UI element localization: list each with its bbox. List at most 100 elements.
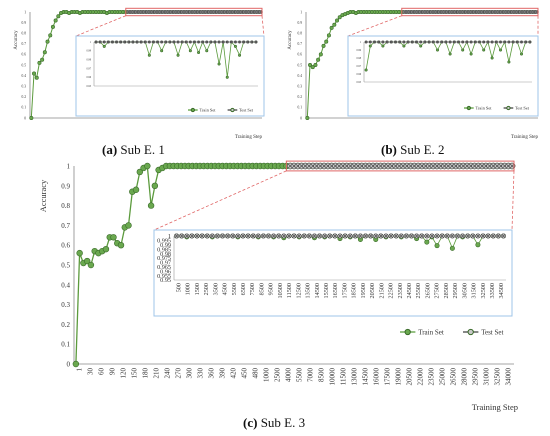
chart-a-inset-test-point-cross	[209, 40, 212, 44]
caption-c-letter: (c)	[243, 415, 258, 430]
chart-b-inset-y-tick-label: 0.97	[356, 65, 361, 68]
chart-c-inset-y-tick-label: 0.99	[160, 242, 171, 249]
chart-a-inset-test-point-cross	[242, 40, 245, 44]
chart-c-inset-test-point-cross	[266, 234, 271, 238]
chart-b-test-point-cross	[524, 10, 528, 14]
chart-a-legend-label: Train Set	[199, 108, 216, 113]
chart-c-inset-test-point-cross	[179, 234, 184, 238]
chart-b-legend-marker	[466, 105, 472, 111]
chart-a-test-point-cross	[153, 10, 157, 14]
chart-a-inset-y-tick-label: 0.98	[86, 59, 91, 62]
chart-a-inset-train-point	[160, 49, 164, 53]
chart-b-test-point-cross	[486, 10, 490, 14]
chart-b-inset-test-point-cross	[511, 40, 515, 44]
chart-a-test-point-cross	[175, 10, 179, 14]
chart-c-inset-test-point-cross	[409, 234, 414, 238]
chart-b-inset-y-tick-label: 0.99	[356, 49, 361, 52]
chart-c-inset-x-tick-label: 28500	[443, 283, 450, 298]
chart-c-inset-test-point-cross	[353, 234, 358, 238]
chart-b-inset-test-point-cross	[528, 40, 532, 44]
chart-c-x-tick-label: 1	[76, 368, 84, 372]
chart-a-test-point-cross	[226, 10, 230, 14]
chart-b-inset-test-point-cross	[486, 40, 490, 44]
chart-a-legend-marker	[230, 107, 235, 113]
chart-a-test-point-cross	[218, 10, 222, 14]
chart-a-test-point-cross	[213, 10, 217, 14]
chart-b-test-point-cross	[505, 10, 509, 14]
chart-c-inset-test-point-cross	[174, 234, 179, 238]
chart-a-inset-test-point-cross	[119, 40, 122, 44]
chart-b-train-point	[329, 25, 334, 30]
chart-b-test-point-cross	[411, 10, 415, 14]
chart-b-inset-test-point-cross	[381, 40, 385, 44]
chart-c-inset-x-tick-label: 32500	[480, 283, 487, 298]
chart-c-inset-x-tick-label: 2500	[203, 283, 210, 295]
chart-c-x-tick-label: 11500	[340, 368, 348, 386]
chart-c-inset-test-point-cross	[501, 234, 506, 238]
chart-b-legend: Train Set Test Set	[464, 106, 530, 111]
chart-a-inset-test-point-cross	[234, 40, 237, 44]
chart-c-train-point	[151, 182, 159, 189]
chart-c-inset-x-tick-label: 15500	[323, 283, 330, 298]
chart-c-inset-y-tick-label: 1	[168, 233, 171, 240]
chart-a-test-point-cross	[129, 10, 133, 14]
chart-a-inset-train-point	[205, 49, 209, 53]
chart-a-y-axis-label: Accuracy	[14, 30, 19, 50]
chart-b-test-point-cross	[405, 10, 409, 14]
chart-b-y-tick-label: 0.6	[298, 53, 303, 57]
chart-b-test-point-cross	[429, 10, 433, 14]
chart-a-test-point-cross	[234, 10, 238, 14]
chart-c-inset-test-point-cross	[496, 234, 501, 238]
chart-c-svg: 00.10.20.30.40.50.60.70.80.911 30 60 90 120 1…	[38, 160, 518, 412]
chart-a-test-point-cross	[253, 10, 257, 14]
chart-b-inset-test-point-cross	[432, 40, 435, 44]
chart-b-train-point	[332, 22, 337, 27]
chart-b-inset-test-point-cross	[507, 40, 511, 44]
chart-b-test-point-cross	[494, 10, 498, 14]
chart-c-y-tick-label: 0.7	[61, 222, 70, 230]
chart-b-test-point-cross	[446, 10, 450, 14]
chart-c-zoom-connector	[511, 170, 515, 231]
chart-c-inset-test-point-cross	[281, 234, 286, 238]
chart-c-train-point	[83, 257, 91, 265]
chart-c-legend: Train Set Test Set	[400, 328, 504, 336]
chart-b-train-point	[337, 15, 342, 20]
chart-a-svg: 0 0.1 0.2 0.3 0.4 0.5 0.6 0.7 0.8 0.9 1 Accuracy Tra…	[14, 7, 265, 140]
chart-a-test-point-cross	[183, 10, 187, 14]
chart-b-inset-test-point-cross	[406, 40, 410, 44]
chart-a-inset-test-point-cross	[185, 40, 188, 44]
chart-a-inset-test-point-cross	[201, 40, 204, 44]
chart-a-inset-train-point	[238, 53, 242, 57]
chart-c-inset-test-point-cross	[486, 234, 490, 238]
chart-b-inset-train-point	[419, 44, 423, 48]
chart-b-zoom-connector	[347, 15, 402, 37]
chart-c-inset-test-point-cross	[476, 234, 480, 238]
chart-a-inset-test-point-cross	[140, 40, 143, 44]
chart-c-y-tick-label: 0.1	[61, 341, 70, 349]
chart-c-inset-test-point-cross	[297, 234, 302, 238]
chart-a-test-point-cross	[199, 10, 203, 14]
chart-a-inset-test-point-cross	[156, 40, 159, 44]
chart-c-inset-x-tick-label: 26500	[424, 283, 431, 298]
chart-c-inset-test-point-cross	[292, 234, 296, 238]
chart-c-inset-x-tick-label: 21500	[378, 283, 385, 298]
chart-c-inset-test-point-cross	[220, 234, 225, 238]
chart-b-inset-test-point-cross	[474, 40, 477, 44]
chart-c-x-tick-label: 4000	[285, 368, 293, 383]
chart-c-inset-test-point-cross	[251, 234, 256, 238]
chart-b-inset-train-point	[499, 48, 503, 52]
chart-b-test-point-cross	[456, 10, 460, 14]
chart-a-test-point-cross	[143, 10, 147, 14]
chart-a-inset-test-point-cross	[193, 40, 196, 44]
chart-a-inset-test-point-cross	[94, 40, 98, 44]
chart-a-test-point-cross	[207, 10, 211, 14]
chart-c-inset-test-point-cross	[322, 234, 327, 238]
chart-a-inset-test-point-cross	[189, 40, 192, 44]
chart-c-inset-test-point-cross	[312, 234, 317, 238]
chart-a-legend-label: Test Set	[239, 108, 254, 113]
chart-c-y-tick-label: 0.8	[61, 202, 70, 210]
chart-c-train-point	[144, 162, 151, 170]
chart-c-inset-test-point-cross	[225, 234, 230, 238]
chart-b-inset-test-point-cross	[440, 40, 443, 44]
chart-a-test-point-cross	[191, 10, 195, 14]
